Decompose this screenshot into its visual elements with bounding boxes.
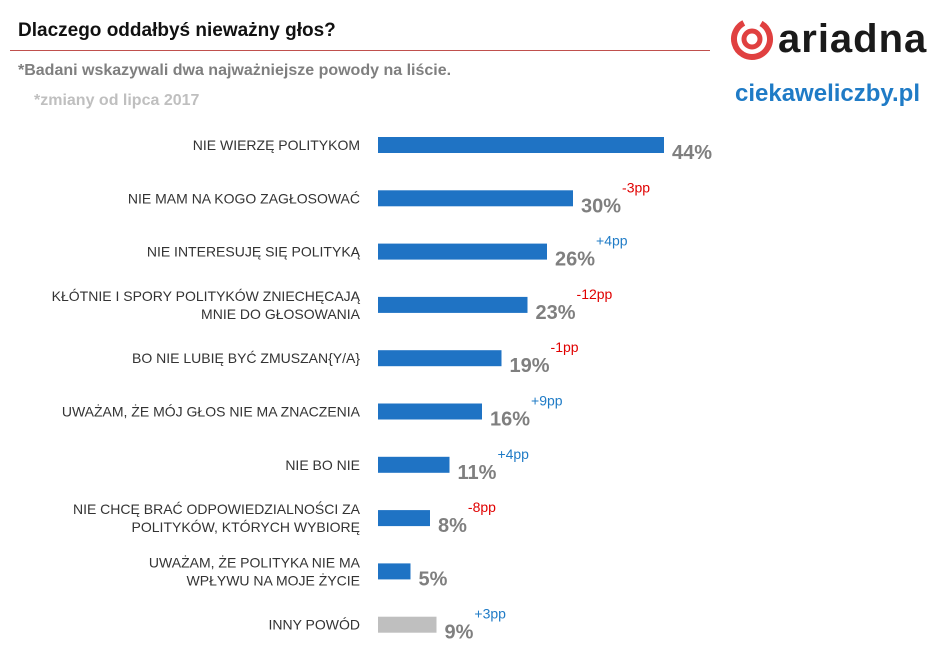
- bar-0: [378, 137, 664, 153]
- value-label: 16%: [490, 409, 530, 431]
- category-label: NIE INTERESUJĘ SIĘ POLITYKĄ: [147, 244, 361, 260]
- bar-6: [378, 456, 450, 473]
- category-label: UWAŻAM, ŻE MÓJ GŁOS NIE MA ZNACZENIA: [62, 403, 361, 420]
- ariadna-logo: ariadna: [730, 14, 927, 64]
- bar-1: [378, 190, 573, 207]
- ariadna-logo-mark-icon: [731, 18, 773, 60]
- value-label: 44%: [672, 142, 712, 164]
- category-label: WPŁYWU NA MOJE ŻYCIE: [187, 571, 360, 588]
- bar-3: [378, 296, 528, 313]
- value-label: 5%: [419, 568, 448, 590]
- category-label: NIE MAM NA KOGO ZAGŁOSOWAĆ: [128, 190, 360, 206]
- change-label: -12pp: [577, 286, 613, 302]
- bar-4: [378, 350, 502, 367]
- category-label: MNIE DO GŁOSOWANIA: [201, 306, 361, 322]
- category-label: NIE BO NIE: [285, 457, 360, 473]
- bar-9: [378, 616, 437, 633]
- change-label: +4pp: [596, 233, 628, 249]
- category-label: NIE WIERZĘ POLITYKOM: [193, 137, 360, 153]
- category-label: POLITYKÓW, KTÓRYCH WYBIORĘ: [132, 519, 360, 535]
- value-label: 26%: [555, 249, 595, 271]
- category-label: KŁÓTNIE I SPORY POLITYKÓW ZNIECHĘCAJĄ: [52, 288, 361, 304]
- bar-5: [378, 403, 482, 420]
- change-label: -1pp: [551, 339, 579, 355]
- bar-8: [378, 563, 411, 580]
- chart-title: Dlaczego oddałbyś nieważny głos?: [18, 20, 336, 41]
- website-link[interactable]: ciekaweliczby.pl: [735, 80, 920, 107]
- change-label: +4pp: [497, 446, 529, 462]
- value-label: 9%: [445, 622, 474, 644]
- category-label: NIE CHCĘ BRAĆ ODPOWIEDZIALNOŚCI ZA: [73, 500, 361, 517]
- value-label: 8%: [438, 515, 467, 537]
- change-label: -3pp: [622, 179, 650, 195]
- survey-note: *Badani wskazywali dwa najważniejsze pow…: [18, 62, 452, 79]
- category-label: INNY POWÓD: [268, 617, 360, 633]
- category-label: BO NIE LUBIĘ BYĆ ZMUSZAN{Y/A}: [132, 350, 360, 366]
- bar-7: [378, 510, 430, 527]
- change-label: +3pp: [474, 606, 506, 622]
- change-note: *zmiany od lipca 2017: [34, 92, 200, 109]
- category-label: UWAŻAM, ŻE POLITYKA NIE MA: [149, 553, 361, 570]
- value-label: 11%: [458, 462, 497, 484]
- change-label: -8pp: [468, 499, 496, 515]
- value-label: 23%: [536, 302, 576, 324]
- bar-2: [378, 243, 547, 260]
- change-label: +9pp: [531, 393, 563, 409]
- logo-wordmark: ariadna: [778, 17, 928, 61]
- title-underline: [10, 50, 710, 51]
- value-label: 30%: [581, 195, 621, 217]
- value-label: 19%: [510, 355, 550, 377]
